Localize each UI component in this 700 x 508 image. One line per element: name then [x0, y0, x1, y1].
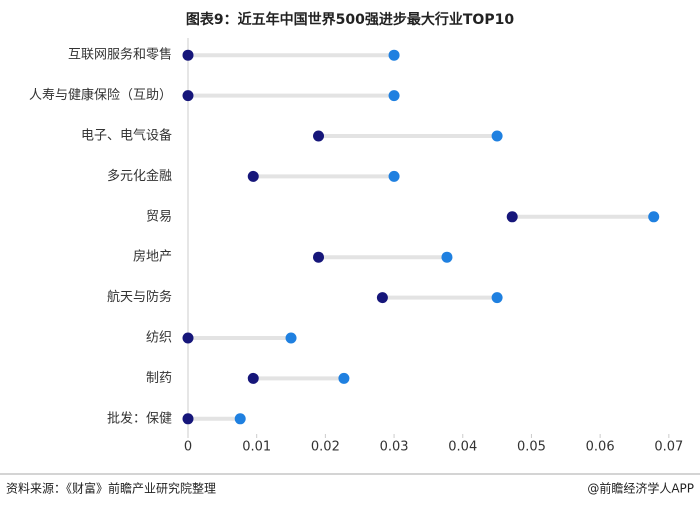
y-tick-label: 纺织 — [146, 331, 172, 346]
x-tick-label: 0.05 — [517, 440, 546, 455]
x-tick-label: 0 — [184, 440, 192, 455]
dot — [388, 90, 400, 102]
dot — [441, 251, 453, 263]
x-tick-label: 0.02 — [311, 440, 340, 455]
y-tick-label: 批发：保健 — [107, 410, 172, 426]
dot — [313, 251, 325, 263]
dot — [313, 130, 325, 142]
dot — [338, 372, 350, 384]
x-tick-label: 0.07 — [654, 440, 683, 455]
dot — [388, 170, 400, 182]
y-tick-label: 贸易 — [146, 209, 172, 224]
y-tick-label: 制药 — [146, 371, 172, 386]
dot — [506, 211, 518, 223]
source: 资料来源：《财富》前瞻产业研究院整理 — [6, 481, 216, 496]
dot — [234, 413, 246, 425]
dot — [247, 170, 259, 182]
x-tick-label: 0.06 — [586, 440, 615, 455]
dot — [182, 413, 194, 425]
dot — [491, 292, 503, 304]
dot — [648, 211, 660, 223]
x-tick-label: 0.01 — [242, 440, 271, 455]
dot — [491, 130, 503, 142]
dot — [247, 372, 259, 384]
y-tick-label: 人寿与健康保险（互助） — [29, 87, 172, 103]
dot — [376, 292, 388, 304]
x-tick-label: 0.03 — [380, 440, 409, 455]
chart-title: 图表9：近五年中国世界500强进步最大行业TOP10 — [186, 11, 514, 28]
y-tick-label: 互联网服务和零售 — [68, 47, 172, 63]
dot — [285, 332, 297, 344]
dot — [182, 90, 194, 102]
y-tick-label: 电子、电气设备 — [81, 128, 172, 144]
y-tick-label: 房地产 — [133, 249, 172, 265]
y-tick-label: 多元化金融 — [107, 168, 172, 184]
dot — [182, 332, 194, 344]
x-tick-label: 0.04 — [448, 440, 477, 455]
y-tick-label: 航天与防务 — [107, 289, 172, 305]
dot — [182, 49, 194, 61]
brand: @前瞻经济学人APP — [587, 481, 694, 496]
dot — [388, 49, 400, 61]
